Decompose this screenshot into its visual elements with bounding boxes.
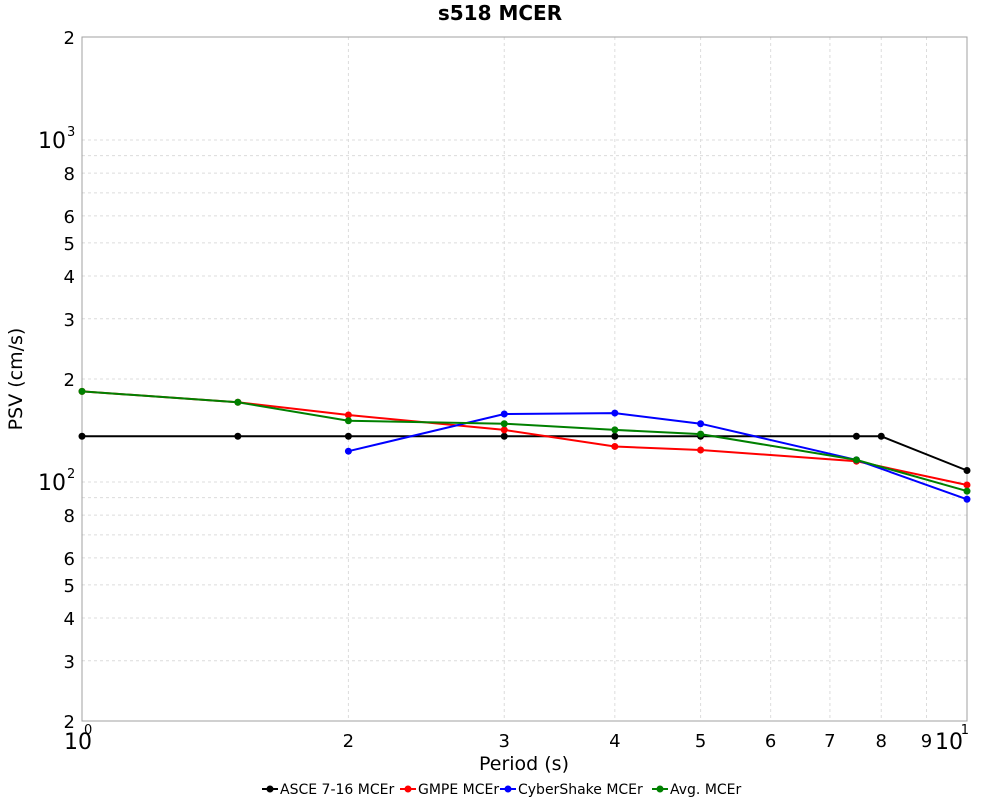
x-tick-label: 7 [824,731,835,752]
data-point [500,420,508,428]
y-tick-label: 4 [64,609,75,630]
data-point [963,467,971,475]
series-line [81,390,968,486]
data-point [611,442,619,450]
data-point [852,456,860,464]
data-point [344,447,352,455]
legend: ASCE 7-16 MCEr GMPE MCEr CyberShake MCEr Av… [262,782,742,798]
y-tick-label: 3 [64,310,75,331]
legend-label: CyberShake MCEr [518,782,643,798]
y-tick-exponent: 2 [67,467,75,482]
legend-marker [404,785,412,793]
y-tick-label: 4 [64,267,75,288]
y-tick-label: 6 [64,207,75,228]
x-tick-label: 4 [609,731,620,752]
data-point [963,487,971,495]
x-tick-label: 2 [343,731,354,752]
x-tick-exponent: 0 [84,723,92,738]
legend-item: CyberShake MCEr [500,782,643,798]
series-lines [78,387,971,503]
y-axis-label: PSV (cm/s) [5,328,27,431]
data-point [234,432,242,440]
series-line [348,412,968,501]
data-point [611,426,619,434]
legend-label: Avg. MCEr [670,782,742,798]
data-point [500,410,508,418]
y-tick-label: 10 [38,129,66,154]
data-point [877,432,885,440]
data-point [500,432,508,440]
legend-label: ASCE 7-16 MCEr [280,782,394,798]
data-point [611,409,619,417]
data-point [500,426,508,434]
legend-marker [266,785,274,793]
x-tick-exponent: 1 [961,723,969,738]
legend-item: ASCE 7-16 MCEr [262,782,394,798]
legend-marker [504,785,512,793]
y-tick-label: 3 [64,652,75,673]
data-point [611,432,619,440]
y-tick-exponent: 3 [67,125,75,140]
data-point [963,495,971,503]
x-tick-label: 8 [876,731,887,752]
x-axis-label: Period (s) [479,753,569,775]
x-tick-label: 9 [921,731,932,752]
legend-item: Avg. MCEr [652,782,742,798]
data-point [344,411,352,419]
y-tick-label: 2 [64,370,75,391]
data-point [852,432,860,440]
x-tick-label: 3 [499,731,510,752]
x-tick-label: 6 [765,731,776,752]
chart-title: s518 MCER [438,1,562,25]
x-tick-label: 10 [64,730,92,755]
y-tick-label: 10 [38,471,66,496]
series-1 [78,432,971,475]
legend-item: GMPE MCEr [400,782,499,798]
y-tick-label: 5 [64,576,75,597]
data-point [963,481,971,489]
legend-marker [656,785,664,793]
data-point [344,417,352,425]
grid-lines [81,36,968,722]
legend-label: GMPE MCEr [418,782,499,798]
data-point [697,420,705,428]
y-tick-label: 6 [64,549,75,570]
y-tick-label: 2 [64,28,75,49]
x-tick-label: 5 [695,731,706,752]
y-tick-label: 8 [64,164,75,185]
series-2 [78,387,971,489]
data-point [78,432,86,440]
y-tick-label: 2 [64,712,75,733]
series-line [81,390,968,493]
data-point [78,387,86,395]
y-tick-label: 8 [64,506,75,527]
plot-area-border [81,36,968,722]
x-tick-label: 10 [935,730,963,755]
data-point [697,430,705,438]
series-line [82,435,968,472]
data-point [234,398,242,406]
y-tick-label: 5 [64,234,75,255]
data-point [697,446,705,454]
data-point [344,432,352,440]
series-4 [78,387,971,495]
